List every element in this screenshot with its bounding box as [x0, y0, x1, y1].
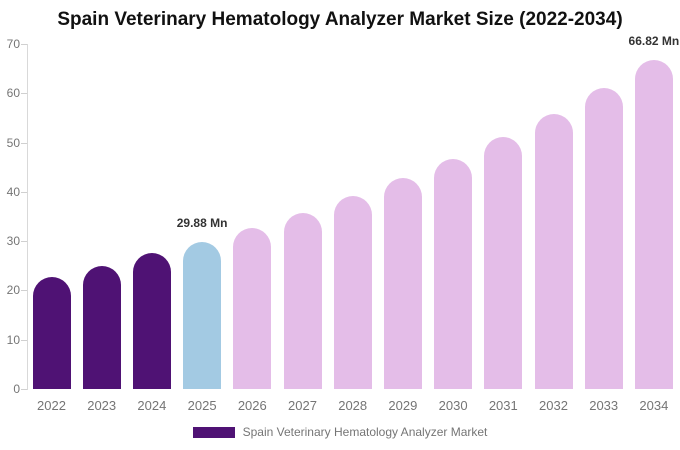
x-axis-label-2025: 2025: [187, 398, 217, 413]
y-axis-tick-label: 50: [6, 135, 20, 150]
bar-2024[interactable]: [132, 253, 171, 389]
y-axis-tick: [21, 290, 27, 291]
y-axis-line: [27, 44, 28, 390]
y-axis-tick: [21, 340, 27, 341]
chart-title: Spain Veterinary Hematology Analyzer Mar…: [57, 9, 623, 30]
x-axis-label-2031: 2031: [488, 398, 518, 413]
y-axis-tick: [21, 93, 27, 94]
x-axis-label-2032: 2032: [539, 398, 568, 413]
x-axis-label-2027: 2027: [288, 398, 317, 413]
bar-2033[interactable]: [584, 87, 623, 389]
bar-2029[interactable]: [383, 178, 422, 389]
x-axis-label-2022: 2022: [37, 398, 66, 413]
x-axis-label-2023: 2023: [87, 398, 117, 413]
plot-area: 0 10 20 30 40 50 60 70 2022 2023 2024 2025 29.88 Mn 2…: [6, 33, 680, 413]
legend-label: Spain Veterinary Hematology Analyzer Mar…: [242, 425, 488, 439]
legend-swatch: [192, 426, 235, 438]
bar-value-label-2034: 66.82 Mn: [628, 33, 680, 48]
y-axis-tick: [21, 389, 27, 390]
y-axis-tick: [21, 143, 27, 144]
bar-2023[interactable]: [82, 265, 121, 389]
y-axis-tick-label: 70: [6, 37, 20, 51]
bar-2022[interactable]: [32, 277, 71, 389]
bar-value-label-2025: 29.88 Mn: [176, 215, 228, 230]
y-axis-tick-label: 30: [6, 234, 20, 249]
y-axis-tick-label: 20: [6, 283, 20, 298]
x-axis-label-2028: 2028: [338, 398, 368, 413]
bar-2027[interactable]: [283, 212, 322, 389]
x-axis-label-2033: 2033: [589, 398, 619, 413]
bar-2028[interactable]: [333, 196, 372, 389]
y-axis-tick-label: 10: [6, 332, 20, 347]
y-axis-tick-label: 40: [6, 184, 20, 199]
x-axis-label-2034: 2034: [639, 398, 669, 413]
y-axis-tick: [21, 44, 27, 45]
x-axis-label-2030: 2030: [438, 398, 468, 413]
x-axis-label-2026: 2026: [237, 398, 267, 413]
x-axis-label-2029: 2029: [388, 398, 418, 413]
y-axis-tick: [21, 192, 27, 193]
bar-2034[interactable]: [634, 59, 673, 389]
bar-2031[interactable]: [484, 137, 523, 389]
legend[interactable]: Spain Veterinary Hematology Analyzer Mar…: [0, 423, 680, 441]
bar-2032[interactable]: [534, 113, 573, 389]
x-axis-label-2024: 2024: [137, 398, 167, 413]
bar-2025[interactable]: [183, 241, 222, 389]
y-axis-tick-label: 0: [13, 382, 20, 396]
y-axis-tick-label: 60: [6, 86, 20, 101]
bar-2030[interactable]: [434, 158, 473, 389]
y-axis-tick: [21, 241, 27, 242]
bar-2026[interactable]: [233, 227, 272, 389]
